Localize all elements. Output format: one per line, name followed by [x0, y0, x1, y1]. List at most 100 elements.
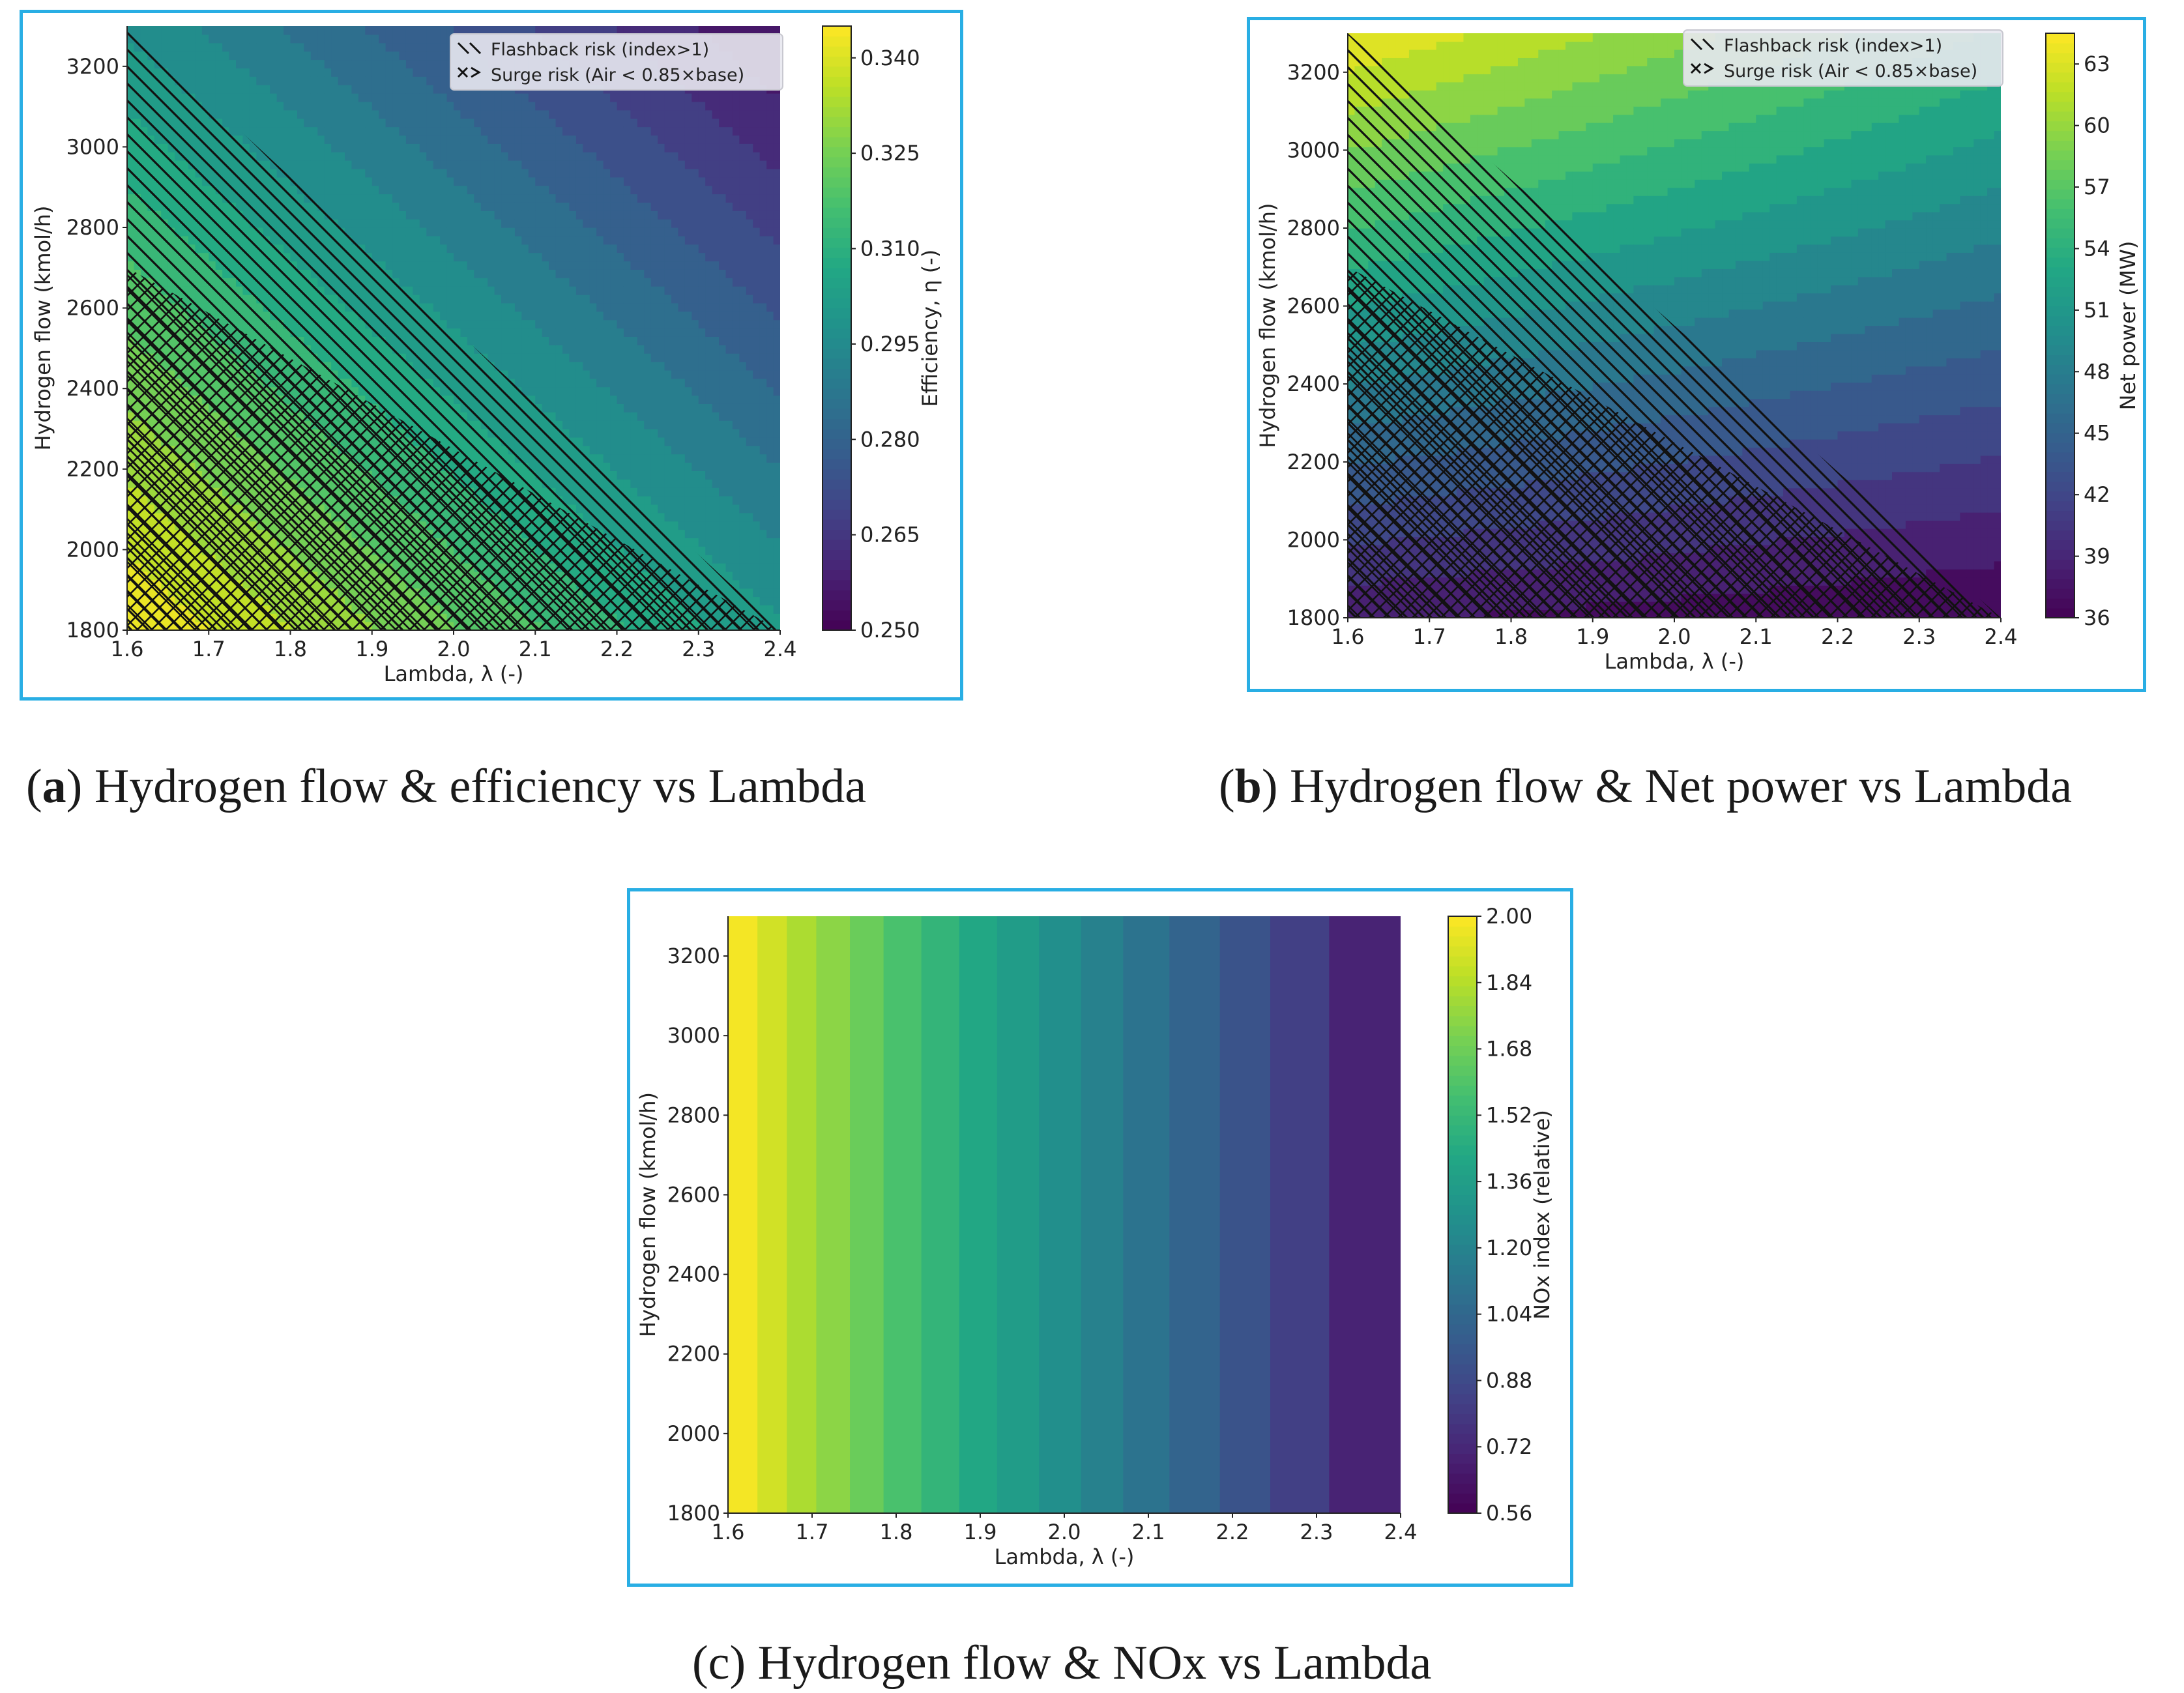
- contour-cell: [426, 152, 434, 161]
- contour-cell: [263, 59, 270, 68]
- contour-cell: [508, 295, 516, 304]
- contour-cell: [542, 395, 549, 404]
- contour-cell: [589, 386, 597, 396]
- contour-cell: [501, 160, 509, 169]
- contour-cell: [575, 278, 583, 287]
- contour-cell: [338, 118, 345, 128]
- contour-cell: [345, 160, 353, 169]
- contour-cell: [426, 168, 434, 178]
- contour-cell: [528, 395, 536, 404]
- contour-cell: [542, 336, 549, 345]
- contour-cell: [310, 160, 318, 169]
- contour-cell: [535, 126, 543, 136]
- contour-cell: [236, 85, 244, 94]
- contour-cell: [371, 85, 379, 94]
- contour-cell: [405, 194, 413, 203]
- contour-cell: [575, 302, 583, 312]
- contour-cell: [549, 261, 557, 270]
- contour-cell: [413, 51, 420, 61]
- contour-cell: [569, 403, 577, 412]
- contour-cell: [351, 42, 359, 52]
- contour-cell: [188, 26, 196, 35]
- contour-cell: [528, 118, 536, 128]
- contour-cell: [460, 311, 468, 321]
- contour-cell: [562, 160, 570, 169]
- contour-cell: [494, 168, 502, 178]
- contour-cell: [399, 235, 407, 245]
- contour-cell: [379, 252, 386, 262]
- contour-cell: [440, 168, 448, 178]
- contour-cell: [229, 59, 237, 68]
- contour-cell: [365, 118, 373, 128]
- contour-cell: [426, 202, 434, 211]
- contour-cell: [263, 126, 270, 136]
- contour-cell: [222, 34, 230, 44]
- contour-cell: [454, 269, 461, 278]
- contour-cell: [555, 168, 563, 178]
- contour-cell: [413, 194, 420, 203]
- contour-cell: [542, 319, 549, 329]
- contour-cell: [454, 135, 461, 144]
- contour-cell: [549, 185, 557, 195]
- contour-cell: [555, 210, 563, 220]
- contour-cell: [371, 135, 379, 144]
- contour-cell: [528, 311, 536, 321]
- contour-cell: [379, 210, 386, 220]
- contour-cell: [379, 143, 386, 152]
- contour-cell: [413, 76, 420, 85]
- contour-cell: [405, 278, 413, 287]
- contour-cell: [419, 42, 427, 52]
- contour-cell: [433, 59, 441, 68]
- contour-cell: [365, 51, 373, 61]
- contour-cell: [596, 445, 604, 455]
- contour-cell: [514, 235, 522, 245]
- contour-cell: [446, 311, 454, 321]
- contour-cell: [596, 429, 604, 438]
- contour-cell: [555, 219, 563, 228]
- contour-cell: [583, 126, 590, 136]
- contour-cell: [371, 194, 379, 203]
- contour-cell: [297, 34, 304, 44]
- contour-cell: [467, 118, 474, 128]
- contour-cell: [297, 68, 304, 77]
- contour-cell: [405, 185, 413, 195]
- contour-cell: [338, 135, 345, 144]
- contour-cell: [514, 177, 522, 186]
- contour-cell: [405, 68, 413, 77]
- contour-cell: [290, 118, 298, 128]
- contour-cell: [514, 202, 522, 211]
- contour-cell: [379, 76, 386, 85]
- contour-cell: [276, 118, 284, 128]
- contour-cell: [276, 143, 284, 152]
- contour-cell: [494, 109, 502, 119]
- contour-cell: [379, 235, 386, 245]
- contour-cell: [535, 210, 543, 220]
- contour-cell: [549, 395, 557, 404]
- contour-cell: [542, 194, 549, 203]
- contour-cell: [304, 59, 312, 68]
- contour-cell: [569, 93, 577, 102]
- contour-cell: [569, 109, 577, 119]
- contour-cell: [555, 412, 563, 421]
- contour-cell: [338, 168, 345, 178]
- contour-cell: [583, 185, 590, 195]
- contour-cell: [549, 278, 557, 287]
- contour-cell: [575, 429, 583, 438]
- contour-cell: [263, 93, 270, 102]
- contour-cell: [365, 143, 373, 152]
- contour-cell: [454, 160, 461, 169]
- contour-cell: [222, 59, 230, 68]
- contour-cell: [583, 437, 590, 446]
- contour-cell: [562, 219, 570, 228]
- contour-cell: [201, 26, 209, 35]
- contour-cell: [583, 319, 590, 329]
- contour-cell: [249, 118, 257, 128]
- contour-cell: [324, 126, 332, 136]
- contour-cell: [569, 143, 577, 152]
- contour-cell: [555, 319, 563, 329]
- contour-cell: [494, 319, 502, 329]
- contour-cell: [399, 152, 407, 161]
- contour-cell: [317, 93, 325, 102]
- contour-cell: [494, 353, 502, 362]
- contour-cell: [338, 51, 345, 61]
